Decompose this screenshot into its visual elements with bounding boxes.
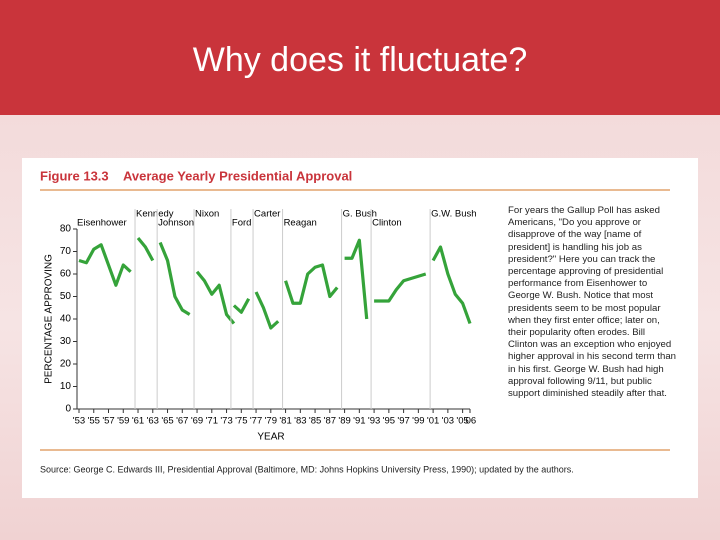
president-label: Johnson [158, 218, 194, 229]
approval-line [78, 243, 132, 287]
president-label: G. Bush [343, 209, 377, 220]
x-tick-label: '91 [353, 416, 365, 427]
president-label: Carter [254, 209, 280, 220]
x-tick-label: '57 [102, 416, 114, 427]
approval-line [158, 241, 191, 316]
y-tick-label: 60 [60, 269, 72, 280]
y-tick-label: 50 [60, 291, 72, 302]
president-label: G.W. Bush [431, 209, 476, 220]
x-tick-label: '71 [206, 416, 218, 427]
president-label: Clinton [372, 218, 402, 229]
president-label: Nixon [195, 209, 219, 220]
president-label: Ford [232, 218, 252, 229]
note-text: For years the Gallup Poll has asked Amer… [508, 205, 676, 400]
approval-line [431, 245, 472, 325]
x-tick-label: '53 [73, 416, 85, 427]
approval-line [232, 297, 251, 314]
x-tick-label: '65 [161, 416, 173, 427]
x-tick-label: '81 [279, 416, 291, 427]
y-tick-label: 20 [60, 359, 72, 370]
header-band [0, 0, 720, 115]
approval-line [195, 270, 236, 325]
x-tick-label: '77 [250, 416, 262, 427]
x-axis-label: YEAR [257, 432, 284, 443]
figure-label: Figure 13.3 [40, 168, 109, 183]
x-tick-label: '63 [147, 416, 159, 427]
x-tick-label: '97 [397, 416, 409, 427]
source-note: Source: George C. Edwards III, President… [40, 464, 574, 474]
x-tick-label: '59 [117, 416, 129, 427]
approval-line [254, 291, 280, 330]
y-tick-label: 80 [60, 224, 72, 235]
president-label: Kennedy [136, 209, 174, 220]
approval-line [374, 272, 427, 303]
approval-line [344, 238, 369, 320]
x-tick-label: '73 [220, 416, 232, 427]
y-tick-label: 70 [60, 246, 72, 257]
y-tick-label: 0 [65, 404, 71, 415]
y-tick-label: 10 [60, 381, 72, 392]
slide-title: Why does it fluctuate? [193, 41, 528, 79]
y-tick-label: 40 [60, 314, 72, 325]
x-tick-label: '99 [412, 416, 424, 427]
x-tick-label: '55 [88, 416, 100, 427]
y-axis-label: PERCENTAGE APPROVING [44, 254, 55, 384]
x-tick-label: '67 [176, 416, 188, 427]
x-tick-label: '85 [309, 416, 321, 427]
x-tick-label: '61 [132, 416, 144, 427]
y-tick-label: 30 [60, 336, 72, 347]
x-tick-label: '95 [383, 416, 395, 427]
x-tick-label: '87 [324, 416, 336, 427]
x-tick-label: '93 [368, 416, 380, 427]
x-tick-label: '83 [294, 416, 306, 427]
x-tick-label: '06 [464, 416, 476, 427]
x-tick-label: '05 [456, 416, 468, 427]
x-tick-label: '03 [442, 416, 454, 427]
approval-line [136, 236, 155, 262]
president-label: Reagan [284, 218, 317, 229]
approval-line [284, 263, 339, 305]
president-label: Eisenhower [77, 218, 127, 229]
chart-title: Average Yearly Presidential Approval [123, 168, 352, 183]
x-tick-label: '75 [235, 416, 247, 427]
x-tick-label: '89 [338, 416, 350, 427]
x-tick-label: '69 [191, 416, 203, 427]
x-tick-label: '01 [427, 416, 439, 427]
x-tick-label: '79 [265, 416, 277, 427]
